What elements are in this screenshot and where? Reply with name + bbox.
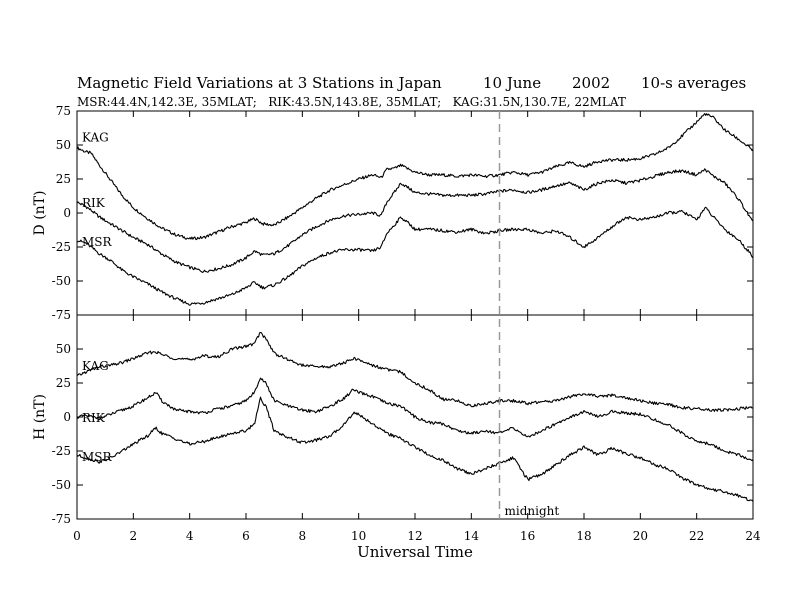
y-tick-label: 0 bbox=[63, 206, 71, 220]
x-tick-label: 10 bbox=[351, 529, 366, 543]
x-tick-label: 18 bbox=[576, 529, 591, 543]
x-axis-label: Universal Time bbox=[357, 543, 473, 561]
series-rik-line bbox=[76, 377, 754, 462]
series-kag-line bbox=[76, 113, 754, 241]
y-tick-label: 0 bbox=[63, 410, 71, 424]
y-tick-label: -50 bbox=[52, 478, 71, 492]
x-tick-label: 24 bbox=[745, 529, 761, 543]
x-tick-label: 14 bbox=[464, 529, 480, 543]
x-tick-label: 16 bbox=[520, 529, 535, 543]
series-kag-line bbox=[76, 331, 754, 412]
chart-title-averaging: 10-s averages bbox=[641, 74, 746, 92]
d-panel-frame bbox=[76, 110, 754, 316]
chart-title: Magnetic Field Variations at 3 Stations … bbox=[77, 74, 442, 92]
x-tick-label: 12 bbox=[407, 529, 422, 543]
y-tick-label: 25 bbox=[56, 172, 71, 186]
y-tick-label: -75 bbox=[52, 512, 71, 526]
h-panel-frame bbox=[76, 314, 754, 520]
chart-title-date: 10 June bbox=[483, 74, 541, 92]
chart-title-year: 2002 bbox=[572, 74, 610, 92]
y-tick-label: -75 bbox=[52, 308, 71, 322]
x-tick-label: 8 bbox=[299, 529, 307, 543]
y-tick-label: 50 bbox=[56, 138, 71, 152]
chart-subtitle: MSR:44.4N,142.3E, 35MLAT; RIK:43.5N,143.… bbox=[77, 95, 626, 109]
y-tick-label: 50 bbox=[56, 342, 71, 356]
x-tick-label: 4 bbox=[186, 529, 194, 543]
series-msr-line bbox=[76, 206, 754, 306]
series-label-msr: MSR bbox=[82, 235, 113, 249]
y-tick-label: -50 bbox=[52, 274, 71, 288]
h-axis-label: H (nT) bbox=[32, 394, 48, 440]
x-tick-label: 22 bbox=[689, 529, 704, 543]
series-label-kag: KAG bbox=[82, 131, 109, 145]
y-tick-label: -25 bbox=[52, 240, 71, 254]
series-msr-line bbox=[76, 396, 754, 502]
x-tick-label: 6 bbox=[242, 529, 250, 543]
series-label-rik: RIK bbox=[82, 196, 106, 210]
x-tick-label: 2 bbox=[130, 529, 138, 543]
d-axis-label: D (nT) bbox=[32, 191, 48, 236]
h-component-panel: 50 25 0 -25 -50 -75 KAG RIK MSR H (nT) bbox=[32, 314, 754, 526]
midnight-label: midnight bbox=[505, 504, 560, 518]
y-tick-label: 75 bbox=[56, 104, 71, 118]
y-tick-label: -25 bbox=[52, 444, 71, 458]
series-rik-line bbox=[76, 168, 754, 273]
x-tick-label: 0 bbox=[73, 529, 81, 543]
series-label-kag: KAG bbox=[82, 359, 109, 373]
d-component-panel: 75 50 25 0 -25 -50 -75 KAG RIK MSR D (nT) bbox=[32, 104, 754, 322]
series-label-rik: RIK bbox=[82, 411, 106, 425]
series-label-msr: MSR bbox=[82, 450, 113, 464]
x-tick-label: 20 bbox=[633, 529, 648, 543]
y-tick-label: 25 bbox=[56, 376, 71, 390]
